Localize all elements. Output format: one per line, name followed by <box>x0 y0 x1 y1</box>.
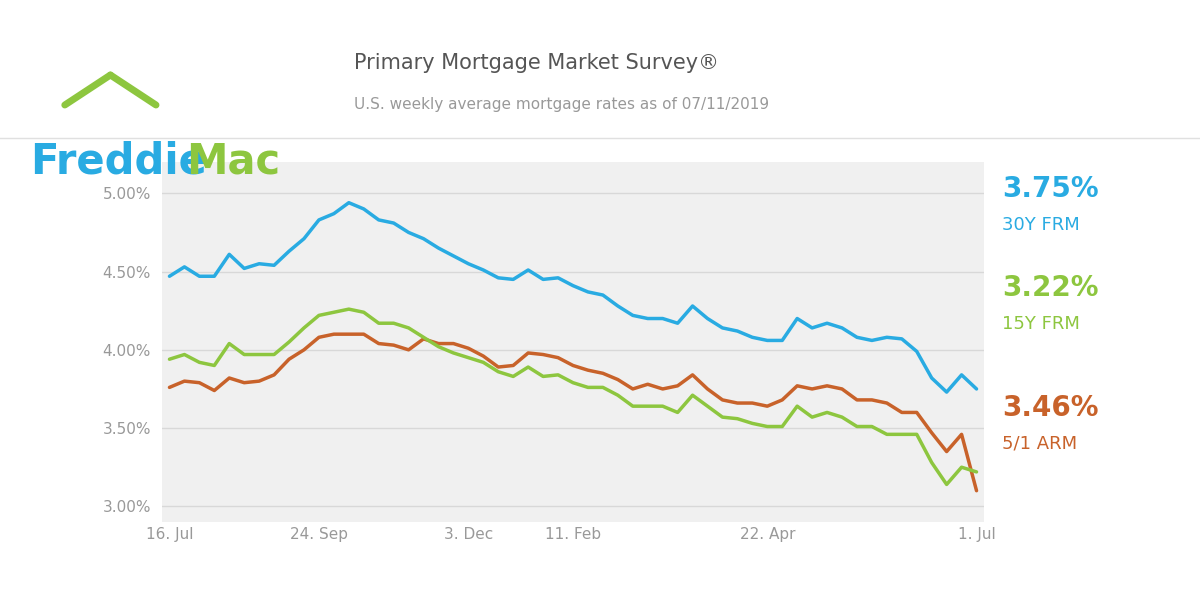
Text: Primary Mortgage Market Survey®: Primary Mortgage Market Survey® <box>354 53 719 73</box>
Text: U.S. weekly average mortgage rates as of 07/11/2019: U.S. weekly average mortgage rates as of… <box>354 97 769 113</box>
Text: 3.46%: 3.46% <box>1002 394 1098 422</box>
Text: Freddie: Freddie <box>30 141 206 183</box>
Text: 15Y FRM: 15Y FRM <box>1002 315 1080 333</box>
Text: 5/1 ARM: 5/1 ARM <box>1002 435 1078 453</box>
Text: 3.75%: 3.75% <box>1002 175 1099 203</box>
Text: Mac: Mac <box>186 141 280 183</box>
Text: 3.22%: 3.22% <box>1002 274 1098 302</box>
Text: 30Y FRM: 30Y FRM <box>1002 216 1080 234</box>
